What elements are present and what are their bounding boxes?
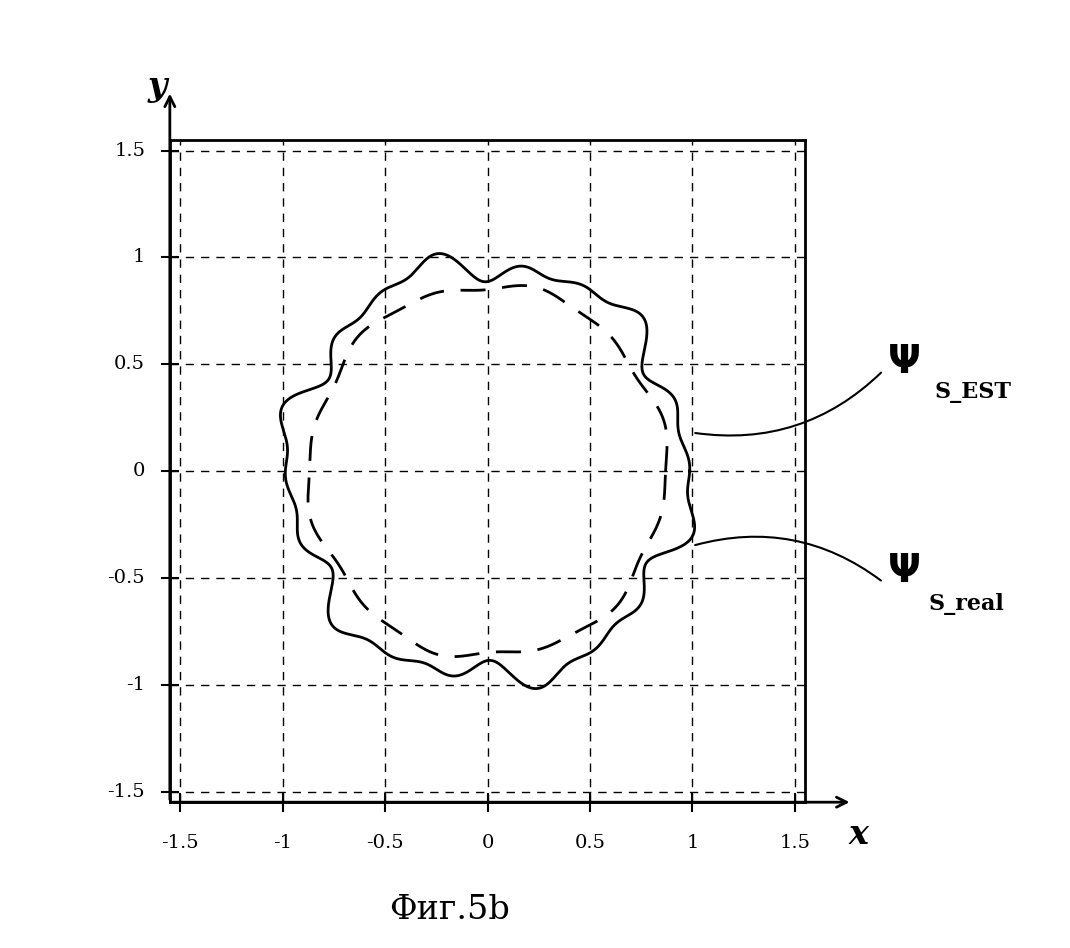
Text: Фиг.5b: Фиг.5b xyxy=(389,894,509,926)
Text: -1: -1 xyxy=(126,676,146,694)
Text: -0.5: -0.5 xyxy=(108,569,146,587)
Text: 0.5: 0.5 xyxy=(114,356,146,374)
Text: -0.5: -0.5 xyxy=(366,834,403,852)
Text: $\mathbf{\Psi}$: $\mathbf{\Psi}$ xyxy=(887,343,920,380)
Text: -1.5: -1.5 xyxy=(108,782,146,800)
Text: 0: 0 xyxy=(133,462,146,480)
Text: 0.5: 0.5 xyxy=(575,834,606,852)
Text: S_real: S_real xyxy=(928,592,1004,614)
Text: 1.5: 1.5 xyxy=(114,141,146,159)
Text: 1: 1 xyxy=(686,834,699,852)
Text: $\mathbf{\Psi}$: $\mathbf{\Psi}$ xyxy=(887,553,920,590)
Text: x: x xyxy=(849,818,869,850)
Text: 0: 0 xyxy=(482,834,493,852)
Text: -1: -1 xyxy=(273,834,292,852)
Text: S_EST: S_EST xyxy=(934,381,1011,403)
Text: 1: 1 xyxy=(133,248,146,266)
Text: -1.5: -1.5 xyxy=(162,834,199,852)
Text: y: y xyxy=(148,70,167,103)
Text: 1.5: 1.5 xyxy=(779,834,810,852)
